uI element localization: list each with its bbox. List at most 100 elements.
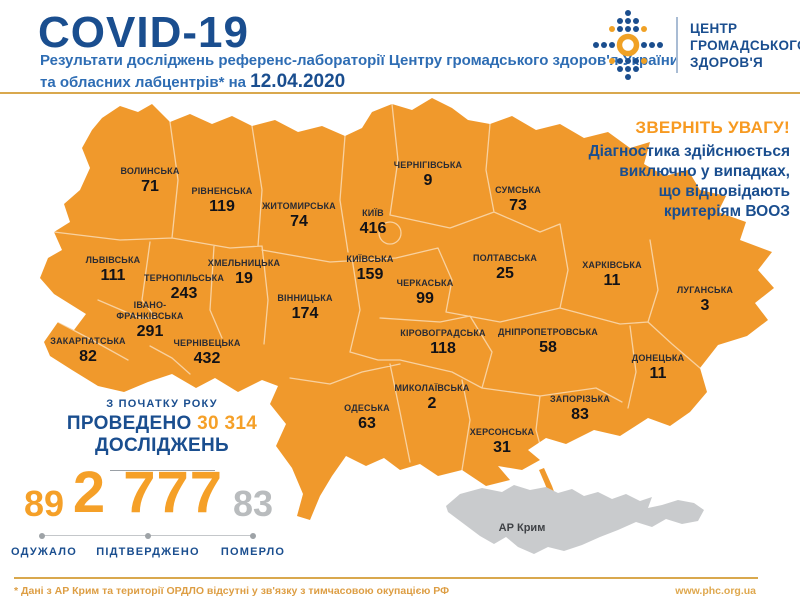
region-donetsk: ДОНЕЦЬКА 11 [632,353,685,383]
tests-suffix: ДОСЛІДЖЕНЬ [95,435,229,456]
region-kharkiv: ХАРКІВСЬКА 11 [582,260,642,290]
region-name: ПОЛТАВСЬКА [472,253,538,263]
region-name: ДОНЕЦЬКА [631,353,685,363]
region-value: 58 [539,339,557,356]
logo-text: ЦЕНТР ГРОМАДСЬКОГО ЗДОРОВ'Я [690,20,800,71]
logo-divider [676,17,678,73]
region-cherkasy: ЧЕРКАСЬКА 99 [397,278,454,308]
region-value: 83 [571,406,589,423]
region-name: СУМСЬКА [495,185,541,195]
ukraine-mainland-shape [40,98,774,520]
recovered-label: ОДУЖАЛО [11,546,77,558]
region-name: ЧЕРНІГІВСЬКА [393,160,463,170]
region-name: ОДЕСЬКА [344,403,390,413]
region-name: ЛУГАНСЬКА [676,285,734,295]
logo-text-line3: ЗДОРОВ'Я [690,54,763,70]
kyiv-city-outline [378,221,402,245]
region-kirovohrad: КІРОВОГРАДСЬКА 118 [400,328,485,358]
confirmed-label: ПІДТВЕРДЖЕНО [96,546,200,558]
region-value: 243 [170,285,198,302]
region-name: ЛЬВІВСЬКА [85,255,141,265]
region-value: 174 [291,305,319,322]
region-kherson: ХЕРСОНСЬКА 31 [470,427,535,457]
region-name: ХАРКІВСЬКА [582,260,642,270]
region-zaporizhzhia: ЗАПОРІЗЬКА 83 [550,394,610,424]
region-value: 3 [700,297,710,314]
region-luhansk: ЛУГАНСЬКА 3 [677,285,733,315]
stats-dot [39,533,45,539]
region-value: 2 [427,395,437,412]
notice-line: критеріям ВООЗ [663,203,790,220]
region-vinnytsia: ВІННИЦЬКА 174 [277,293,332,323]
crimea-shape [446,485,704,554]
page-title: COVID-19 [38,8,249,57]
region-ivano-frankivsk: ІВАНО-ФРАНКІВСЬКА 291 [109,300,191,341]
region-value: 119 [209,198,235,215]
region-name: ІВАНО-ФРАНКІВСЬКА [116,300,184,321]
region-kyivska: КИЇВСЬКА 159 [346,254,393,284]
footer-note: * Дані з АР Крим та території ОРДЛО відс… [14,585,450,597]
region-name: ЖИТОМИРСЬКА [262,201,336,211]
region-value: 82 [79,348,97,365]
region-value: 63 [358,415,376,432]
confirmed-count: 2 777 [72,460,224,525]
region-mykolaiv: МИКОЛАЇВСЬКА 2 [394,383,469,413]
region-chernivtsi: ЧЕРНІВЕЦЬКА 432 [173,338,240,368]
died-label: ПОМЕРЛО [220,546,286,558]
oblast-borders [53,103,701,471]
footer-gold-rule [14,577,758,579]
phc-logo: ЦЕНТР ГРОМАДСЬКОГО ЗДОРОВ'Я [592,6,800,84]
region-lviv: ЛЬВІВСЬКА 111 [86,255,141,285]
region-name: ВІННИЦЬКА [277,293,333,303]
region-value: 118 [430,340,456,357]
region-value: 111 [100,267,126,284]
region-name: ТЕРНОПІЛЬСЬКА [143,273,225,283]
region-name: ВОЛИНСЬКА [120,166,180,176]
region-name: КІРОВОГРАДСЬКА [400,328,486,338]
tests-divider [109,470,215,471]
region-zakarpattia: ЗАКАРПАТСЬКА 82 [50,336,126,366]
region-khmelnytskyi: ХМЕЛЬНИЦЬКА 19 [208,258,281,288]
region-name: ХМЕЛЬНИЦЬКА [207,258,281,268]
region-value: 73 [509,197,527,214]
crimea-label: АР Крим [498,522,546,534]
tests-period-label: З ПОЧАТКУ РОКУ [106,398,218,410]
tests-block: З ПОЧАТКУ РОКУ ПРОВЕДЕНО 30 314 ДОСЛІДЖЕ… [12,398,312,471]
header-gold-rule [0,92,800,94]
logo-text-line2: ГРОМАДСЬКОГО [690,37,800,53]
region-name: ХЕРСОНСЬКА [469,427,535,437]
region-name: ЗАПОРІЗЬКА [549,394,611,404]
region-value: 159 [356,266,384,283]
tests-prefix: ПРОВЕДЕНО [66,413,198,434]
region-name: ЧЕРКАСЬКА [396,278,454,288]
region-kyiv-city: КИЇВ 416 [360,208,387,238]
notice-heading: ЗВЕРНІТЬ УВАГУ! [635,118,790,137]
phc-dots-logo-icon [593,10,663,80]
region-rivne: РІВНЕНСЬКА 119 [192,186,253,216]
notice-line: що відповідають [658,183,790,200]
report-date: 12.04.2020 [250,71,346,92]
notice-block: ЗВЕРНІТЬ УВАГУ! Діагностика здійснюється… [589,118,790,222]
region-value: 25 [496,265,514,282]
region-value: 9 [423,172,433,189]
region-value: 19 [235,270,253,287]
region-name: КИЇВ [362,208,384,218]
region-chernihiv: ЧЕРНІГІВСЬКА 9 [394,160,462,190]
region-sumy: СУМСЬКА 73 [495,185,541,215]
region-odesa: ОДЕСЬКА 63 [344,403,390,433]
region-value: 291 [136,323,164,340]
stats-dot [145,533,151,539]
logo-text-line1: ЦЕНТР [690,20,738,36]
footer-website: www.phc.org.ua [675,585,756,597]
region-value: 11 [649,365,667,382]
region-zhytomyr: ЖИТОМИРСЬКА 74 [262,201,336,231]
region-value: 31 [493,439,511,456]
region-value: 416 [359,220,387,237]
tests-value: 30 314 [197,413,258,434]
region-name: ЗАКАРПАТСЬКА [50,336,126,346]
died-count: 83 [232,483,274,524]
subtitle-line2-text: та обласних лабцентрів* на [40,74,251,91]
region-name: МИКОЛАЇВСЬКА [394,383,470,393]
